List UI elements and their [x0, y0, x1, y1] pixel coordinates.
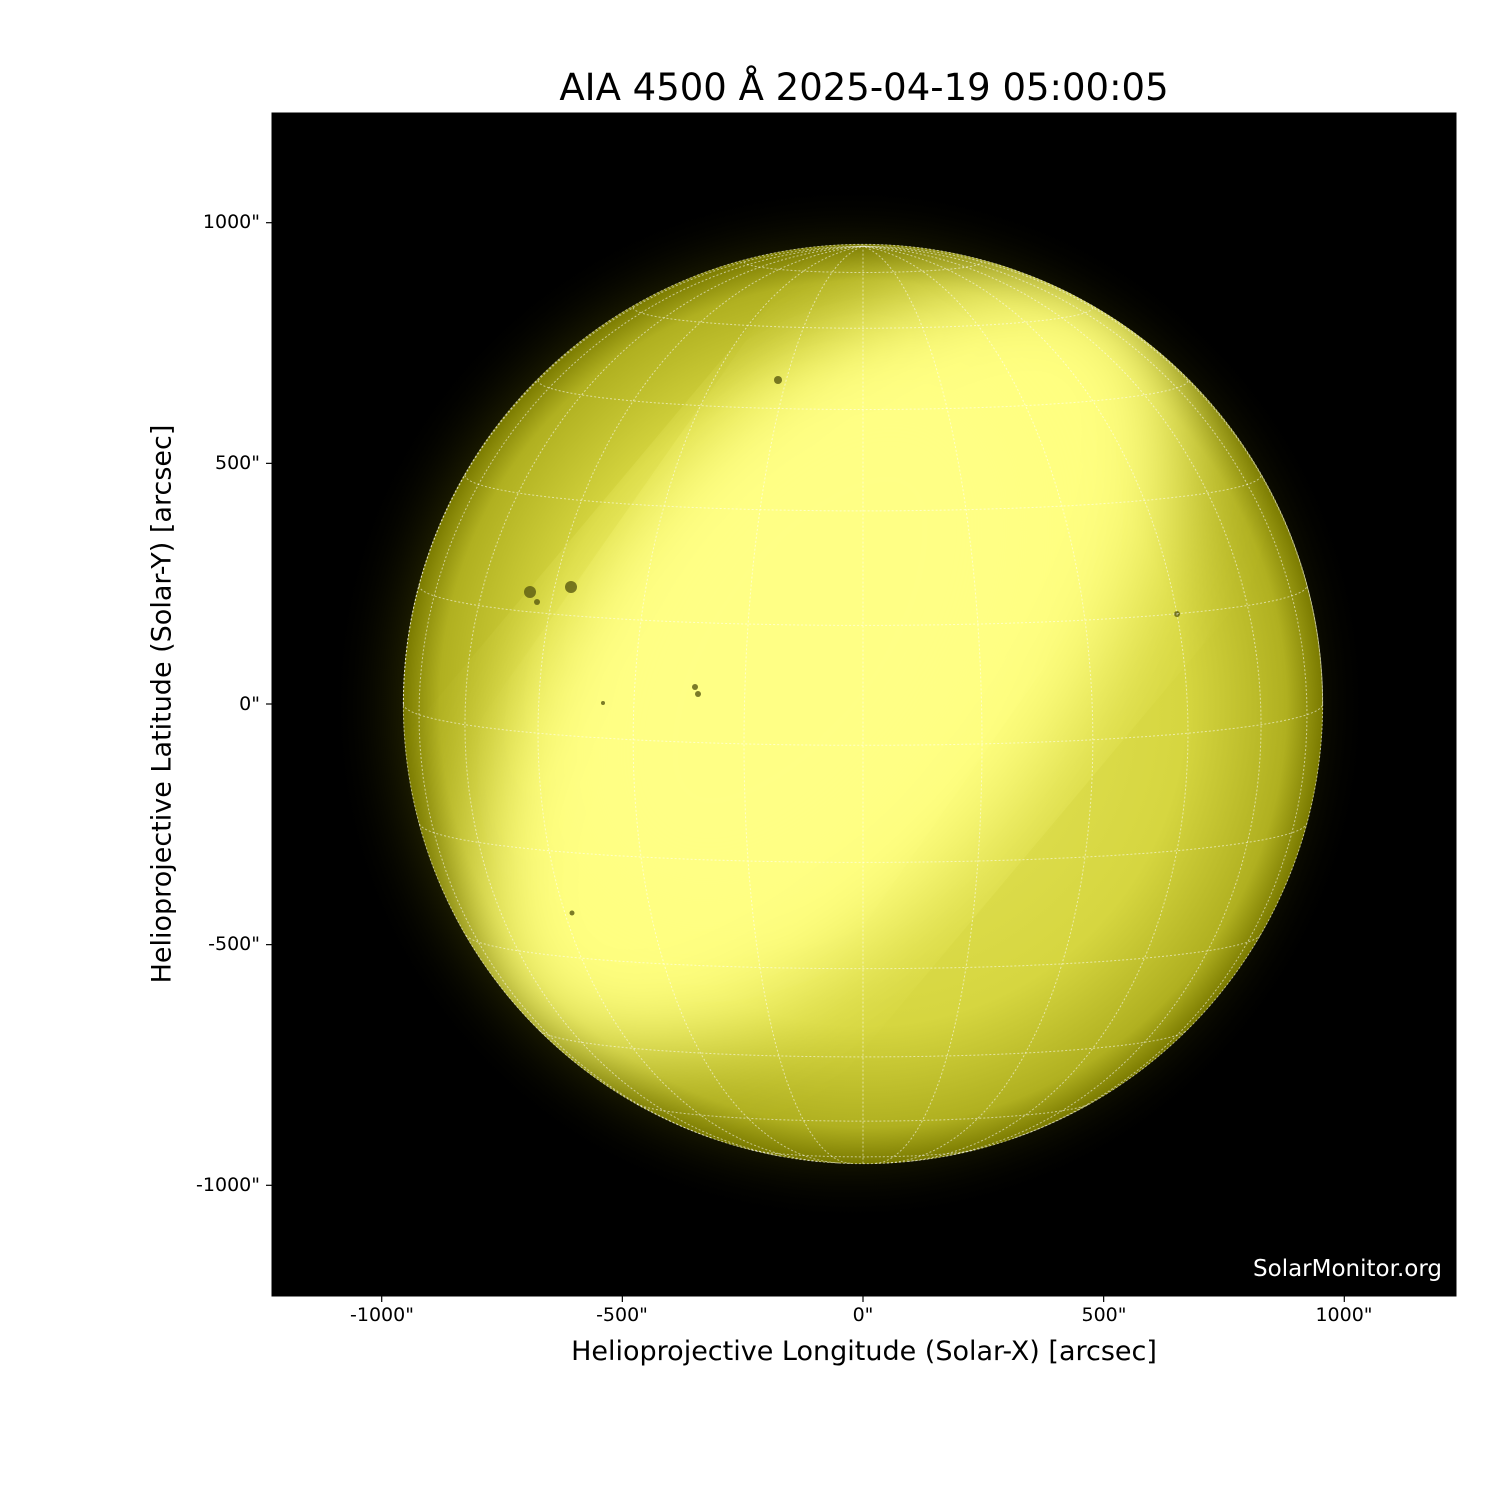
x-tick-label: -500" — [596, 1304, 648, 1326]
latitude-line — [636, 1103, 1090, 1122]
sunspot — [601, 701, 605, 705]
bright-band — [480, 270, 1180, 1050]
latitude-line — [632, 307, 1094, 329]
longitude-line — [464, 245, 864, 1157]
sunspot — [692, 684, 698, 690]
longitude-line — [862, 245, 1094, 1164]
x-tick-label: 0" — [852, 1304, 874, 1326]
x-tick-label: 500" — [1081, 1304, 1127, 1326]
latitude-line — [464, 474, 1262, 512]
x-axis-label: Helioprojective Longitude (Solar-X) [arc… — [571, 1336, 1157, 1367]
sunspot — [695, 691, 701, 697]
tick-marks — [266, 222, 1345, 1302]
latitude-line — [418, 585, 1308, 626]
y-tick-label: -500" — [208, 933, 260, 955]
longitude-line — [862, 245, 983, 1164]
sunspot — [565, 581, 577, 593]
longitude-line — [632, 245, 864, 1164]
latitude-line — [402, 703, 1324, 746]
longitude-line — [862, 245, 1262, 1157]
heliographic-grid — [402, 243, 1324, 1165]
longitude-line — [537, 245, 864, 1162]
y-tick-label: 500" — [214, 452, 260, 474]
sunspots — [524, 376, 1180, 916]
y-tick-label: 1000" — [202, 211, 260, 233]
y-tick-label: -1000" — [196, 1174, 260, 1196]
latitude-line — [537, 380, 1189, 410]
watermark: SolarMonitor.org — [1253, 1256, 1442, 1282]
sunspot — [534, 599, 540, 605]
x-tick-label: 1000" — [1315, 1304, 1373, 1326]
sunspot — [774, 376, 782, 384]
solar-limb — [402, 243, 1324, 1165]
longitude-line — [862, 245, 1308, 1139]
longitude-line — [862, 245, 1189, 1162]
y-axis-label: Helioprojective Latitude (Solar-Y) [arcs… — [146, 424, 178, 984]
longitude-line — [418, 245, 864, 1139]
sunspot — [524, 586, 536, 598]
sunspot — [569, 910, 575, 916]
longitude-line — [743, 245, 864, 1164]
x-tick-label: -1000" — [350, 1304, 414, 1326]
latitude-line — [418, 823, 1308, 863]
latitude-line — [743, 261, 983, 273]
latitude-line — [539, 1030, 1187, 1058]
plot-title: AIA 4500 Å 2025-04-19 05:00:05 — [559, 66, 1169, 109]
latitude-line — [465, 935, 1261, 970]
y-tick-label: 0" — [239, 693, 260, 715]
latitude-line — [751, 1149, 975, 1158]
